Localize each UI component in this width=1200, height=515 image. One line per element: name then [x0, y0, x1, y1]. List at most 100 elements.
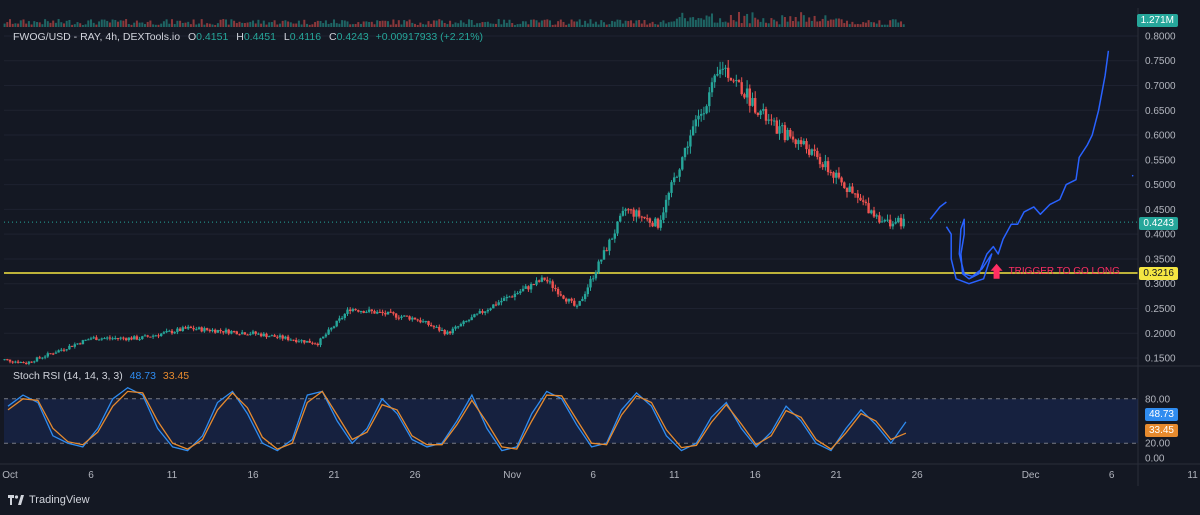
candle-body	[203, 328, 206, 332]
candle-body	[610, 238, 614, 240]
volume-bar	[543, 19, 546, 27]
candle-body	[654, 218, 657, 227]
volume-bar	[708, 16, 711, 27]
volume-bar	[894, 19, 897, 27]
candle-body	[394, 313, 398, 318]
candle-body	[38, 357, 41, 359]
volume-bar	[870, 22, 873, 27]
volume-bar	[478, 23, 481, 27]
volume-bar	[211, 24, 214, 27]
symbol-title: FWOG/USD - RAY, 4h, DEXTools.io	[13, 31, 181, 43]
candle-body	[764, 109, 768, 121]
volume-bar	[881, 24, 884, 27]
y-tick-label: 0.8000	[1145, 31, 1176, 42]
candle-body	[465, 321, 468, 323]
volume-bar	[3, 23, 6, 27]
candle-body	[513, 293, 517, 297]
volume-bar	[873, 22, 875, 27]
candle-body	[554, 287, 557, 289]
candle-body	[664, 199, 668, 213]
candle-body	[659, 219, 662, 228]
volume-bar	[862, 22, 865, 27]
stoch-k-badge: 48.73	[1144, 408, 1178, 421]
candle-body	[843, 182, 846, 189]
candle-body	[778, 126, 781, 134]
candle-body	[89, 338, 93, 340]
volume-bar	[408, 19, 411, 27]
candle-body	[238, 334, 241, 336]
candle-body	[346, 309, 349, 314]
candle-body	[351, 309, 355, 312]
volume-bar	[122, 20, 125, 27]
volume-bar	[95, 24, 98, 27]
candle-body	[694, 119, 697, 127]
volume-bar	[41, 24, 44, 27]
candle-body	[710, 82, 714, 93]
candle-body	[211, 329, 214, 332]
volume-bar	[162, 21, 165, 27]
candle-body	[157, 335, 160, 337]
volume-bar	[627, 21, 630, 27]
volume-bar	[654, 24, 657, 27]
volume-bar	[6, 22, 9, 27]
volume-bar	[713, 22, 716, 27]
volume-bar	[287, 21, 290, 27]
volume-bar	[748, 23, 751, 27]
volume-bar	[92, 22, 95, 27]
volume-bar	[578, 19, 581, 27]
candle-body	[292, 339, 295, 341]
candle-body	[95, 337, 98, 341]
candle-body	[170, 330, 174, 334]
volume-bar	[670, 21, 673, 27]
candle-body	[670, 182, 673, 193]
candle-body	[424, 321, 427, 323]
volume-bar	[184, 22, 187, 27]
volume-bar	[473, 24, 476, 27]
volume-bar	[63, 23, 65, 27]
candle-body	[691, 126, 695, 136]
candle-body	[130, 337, 133, 340]
volume-bar	[111, 19, 114, 27]
candle-body	[808, 149, 811, 155]
volume-bar	[362, 21, 365, 27]
volume-bar	[125, 19, 128, 27]
candle-body	[327, 329, 330, 335]
candle-body	[492, 304, 495, 309]
candle-body	[108, 337, 112, 339]
candle-body	[340, 317, 344, 319]
volume-bar	[835, 18, 838, 27]
volume-bars	[3, 11, 905, 27]
candle-body	[621, 210, 625, 216]
candle-body	[297, 341, 301, 343]
candle-body	[187, 326, 190, 329]
candle-body	[235, 331, 238, 335]
x-tick-label: 11	[167, 470, 178, 481]
candle-body	[68, 345, 71, 350]
candle-body	[268, 336, 271, 338]
footer[interactable]: TradingView	[8, 494, 90, 506]
volume-bar	[117, 21, 119, 27]
x-tick-label: 11	[669, 470, 680, 481]
candle-body	[502, 298, 506, 301]
volume-bar	[773, 19, 776, 27]
x-tick-label: 26	[912, 470, 924, 481]
candle-body	[92, 337, 95, 339]
volume-bar	[44, 19, 47, 27]
volume-bar	[891, 19, 894, 27]
volume-bar	[405, 21, 408, 27]
candle-body	[602, 250, 606, 260]
x-tick-label: 11	[1187, 470, 1198, 481]
candle-body	[732, 80, 735, 82]
volume-bar	[724, 21, 727, 27]
volume-bar	[106, 20, 109, 27]
y-tick-label: 0.4000	[1145, 230, 1176, 241]
candle-body	[419, 320, 422, 323]
volume-bar	[432, 20, 435, 27]
volume-bar	[187, 21, 190, 27]
candle-body	[16, 361, 20, 363]
volume-bar	[489, 23, 492, 27]
symbol-legend: FWOG/USD - RAY, 4h, DEXTools.io O0.4151 …	[13, 31, 483, 43]
volume-bar	[327, 23, 330, 27]
candle-body	[103, 338, 106, 340]
candle-body	[632, 209, 635, 217]
